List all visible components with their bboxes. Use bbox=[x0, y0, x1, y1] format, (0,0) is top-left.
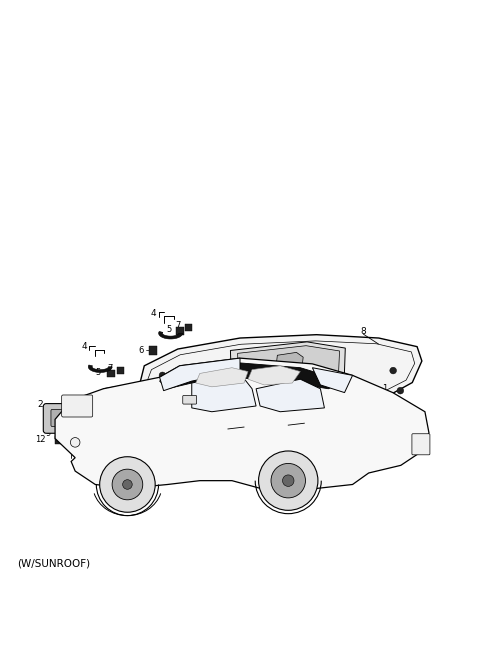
Polygon shape bbox=[170, 373, 196, 386]
Text: 4: 4 bbox=[82, 342, 87, 351]
Circle shape bbox=[159, 372, 166, 379]
Text: (W/SUNROOF): (W/SUNROOF) bbox=[17, 558, 91, 568]
Polygon shape bbox=[230, 342, 345, 384]
Circle shape bbox=[251, 397, 258, 403]
Circle shape bbox=[94, 415, 102, 422]
Polygon shape bbox=[55, 358, 429, 490]
Polygon shape bbox=[170, 400, 178, 405]
Text: 4: 4 bbox=[151, 309, 156, 318]
Circle shape bbox=[189, 392, 195, 399]
Text: 9: 9 bbox=[46, 429, 51, 438]
Text: 8: 8 bbox=[360, 327, 366, 336]
Text: 3: 3 bbox=[171, 402, 177, 411]
Polygon shape bbox=[168, 371, 199, 388]
Polygon shape bbox=[140, 335, 422, 413]
Polygon shape bbox=[159, 358, 240, 390]
Polygon shape bbox=[187, 392, 193, 397]
FancyBboxPatch shape bbox=[43, 403, 102, 433]
Polygon shape bbox=[88, 365, 112, 373]
Bar bbox=[140, 449, 147, 457]
Text: 7: 7 bbox=[108, 364, 113, 373]
Polygon shape bbox=[147, 341, 415, 407]
FancyBboxPatch shape bbox=[119, 432, 167, 449]
FancyBboxPatch shape bbox=[183, 396, 197, 404]
Text: 5: 5 bbox=[167, 325, 172, 334]
Polygon shape bbox=[192, 373, 256, 412]
Circle shape bbox=[222, 395, 229, 402]
FancyBboxPatch shape bbox=[51, 409, 93, 426]
Circle shape bbox=[133, 455, 143, 464]
Text: 7: 7 bbox=[176, 321, 181, 330]
FancyBboxPatch shape bbox=[412, 434, 430, 455]
Text: 6: 6 bbox=[138, 346, 144, 355]
Circle shape bbox=[283, 475, 294, 487]
Circle shape bbox=[112, 469, 143, 500]
Text: 1: 1 bbox=[163, 388, 168, 397]
Text: 9: 9 bbox=[129, 447, 134, 457]
Polygon shape bbox=[159, 362, 345, 389]
Bar bbox=[117, 367, 124, 374]
Text: 10: 10 bbox=[170, 434, 181, 443]
Polygon shape bbox=[159, 331, 182, 339]
Polygon shape bbox=[312, 367, 353, 392]
Text: 3: 3 bbox=[237, 405, 242, 415]
Circle shape bbox=[390, 367, 396, 374]
Polygon shape bbox=[363, 389, 370, 394]
Polygon shape bbox=[256, 379, 324, 412]
Circle shape bbox=[259, 451, 318, 510]
FancyBboxPatch shape bbox=[61, 395, 93, 417]
Circle shape bbox=[271, 464, 305, 498]
Polygon shape bbox=[238, 346, 339, 380]
Bar bbox=[107, 369, 115, 377]
Text: 12: 12 bbox=[35, 436, 45, 445]
Circle shape bbox=[136, 457, 140, 461]
Polygon shape bbox=[248, 365, 300, 385]
Text: 11: 11 bbox=[119, 454, 129, 462]
Polygon shape bbox=[228, 402, 236, 408]
Text: 2: 2 bbox=[37, 400, 43, 409]
Bar bbox=[60, 430, 68, 438]
Bar bbox=[176, 327, 184, 335]
Text: 1: 1 bbox=[258, 401, 263, 409]
FancyBboxPatch shape bbox=[112, 426, 175, 456]
Circle shape bbox=[397, 387, 404, 394]
Polygon shape bbox=[276, 352, 303, 369]
Bar bbox=[185, 324, 192, 331]
Bar bbox=[55, 436, 63, 444]
Bar bbox=[149, 346, 157, 355]
Circle shape bbox=[169, 390, 176, 397]
Circle shape bbox=[100, 457, 155, 512]
Circle shape bbox=[123, 479, 132, 489]
Polygon shape bbox=[196, 367, 248, 387]
Text: 5: 5 bbox=[95, 368, 100, 377]
Polygon shape bbox=[240, 400, 247, 405]
Circle shape bbox=[203, 395, 210, 402]
Circle shape bbox=[118, 437, 126, 445]
Circle shape bbox=[71, 438, 80, 447]
Text: 1: 1 bbox=[382, 384, 387, 393]
